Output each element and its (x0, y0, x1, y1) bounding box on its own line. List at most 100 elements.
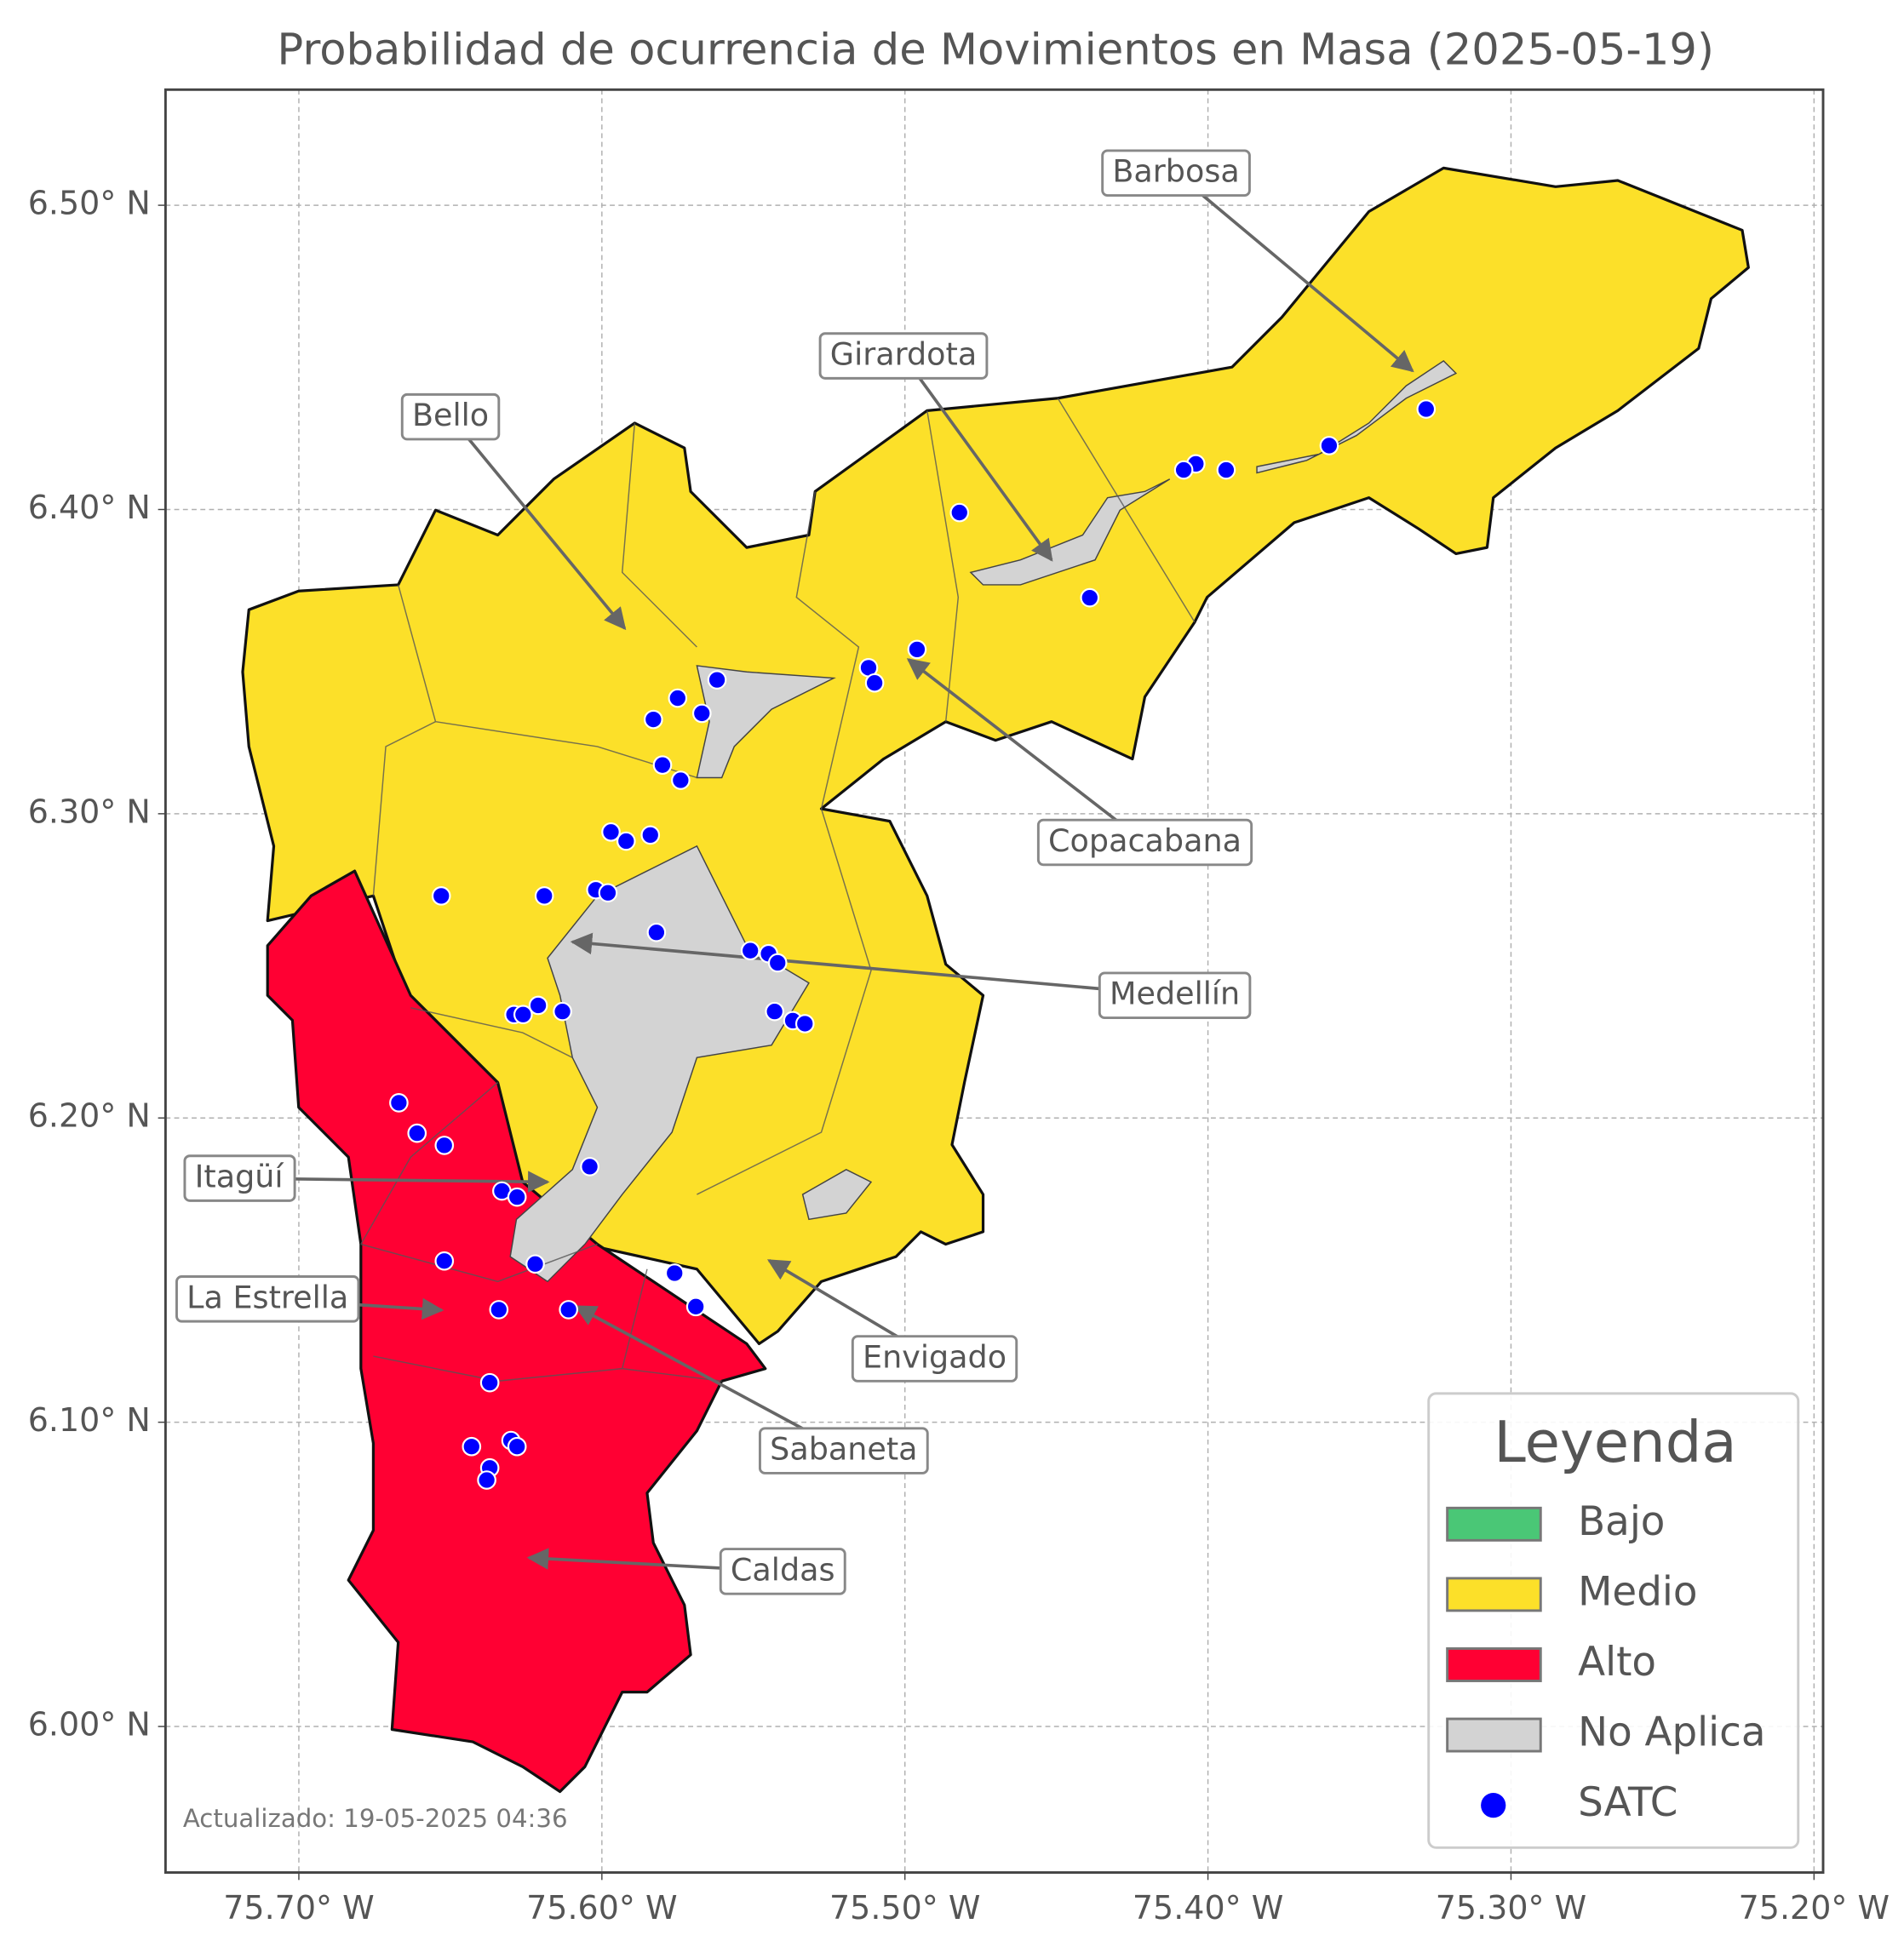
x-tick-label: 75.20° W (1739, 1889, 1890, 1927)
annotation-label: Envigado (863, 1338, 1006, 1375)
annotation-arrow (906, 658, 1146, 844)
satc-point (707, 670, 727, 690)
y-tick-label: 6.40° N (28, 489, 151, 526)
annotation-box (1098, 971, 1252, 1019)
legend-label: Bajo (1578, 1499, 1665, 1545)
annotation-box (818, 332, 989, 380)
annotation-box (851, 1335, 1018, 1383)
annotation-label: Bello (412, 397, 489, 433)
annotation-arrow (570, 932, 1175, 998)
satc-point (671, 770, 691, 790)
satc-point (616, 831, 636, 851)
satc-point (765, 1001, 785, 1022)
satc-point (1080, 587, 1100, 608)
satc-point (525, 1254, 545, 1274)
annotation-arrow (902, 354, 1053, 562)
legend-title: Leyenda (1494, 1409, 1736, 1475)
satc-point (553, 1001, 572, 1022)
satc-point (668, 688, 688, 708)
legend-label: No Aplica (1578, 1710, 1765, 1756)
x-tick-label: 75.40° W (1133, 1889, 1283, 1927)
legend-swatch (1446, 1506, 1542, 1542)
satc-point (652, 755, 673, 776)
y-tick-label: 6.00° N (28, 1706, 151, 1743)
annotation-label: Girardota (830, 336, 977, 373)
legend-label: Alto (1578, 1640, 1656, 1686)
satc-point (513, 1005, 533, 1025)
annotation-label: Sabaneta (770, 1431, 917, 1468)
axes: 75.70° W 75.60° W 75.50° W 75.40° W 75.30° W… (28, 185, 1890, 1927)
satc-point (1216, 460, 1236, 480)
annotation-box (758, 1427, 929, 1474)
annotation-box (400, 392, 501, 441)
satc-point (489, 1300, 509, 1320)
annotation-arrow (449, 415, 627, 631)
satc-point (1319, 436, 1339, 455)
annotation-box (175, 1275, 360, 1323)
satc-point (528, 995, 548, 1016)
satc-point (434, 1251, 455, 1271)
annotation-box (719, 1548, 846, 1595)
satc-point (767, 953, 788, 973)
satc-point (479, 1372, 500, 1393)
annotation-arrow (574, 1304, 845, 1452)
annotation-box (183, 1154, 296, 1202)
annotation-label: Itagüí (195, 1159, 285, 1195)
satc-point (644, 709, 663, 730)
x-tick-label: 75.70° W (223, 1889, 374, 1927)
satc-point (640, 825, 661, 845)
map-title: Probabilidad de ocurrencia de Movimiento… (277, 25, 1714, 75)
satc-point (1416, 399, 1437, 419)
annotation-box (1036, 818, 1253, 867)
satc-point (434, 1136, 455, 1155)
satc-point (864, 673, 885, 693)
annotation-label: Medellín (1110, 976, 1240, 1012)
satc-point (794, 1014, 815, 1033)
legend-label: Medio (1578, 1569, 1697, 1615)
legend-swatch (1446, 1717, 1542, 1753)
annotation-label: Caldas (731, 1551, 835, 1588)
satc-point (534, 886, 554, 906)
satc-point (646, 922, 667, 942)
satc-point (685, 1297, 706, 1317)
legend-swatch (1446, 1577, 1542, 1612)
legend-marker (1481, 1793, 1506, 1818)
y-tick-label: 6.20° N (28, 1097, 151, 1135)
x-tick-label: 75.60° W (526, 1889, 677, 1927)
region-no-aplica (801, 1169, 873, 1221)
boundary (360, 398, 1196, 1383)
satc-point (907, 639, 927, 660)
annotation-label: La Estrella (186, 1279, 348, 1315)
footer: Actualizado: 19-05-2025 04:36 (183, 1804, 568, 1833)
satc-point (601, 822, 621, 842)
satc-point (431, 886, 451, 906)
satc-point (580, 1157, 599, 1177)
satc-point (462, 1436, 482, 1457)
legend-label: SATC (1578, 1780, 1677, 1826)
plot-frame (163, 88, 1825, 1875)
annotations: Barbosa Girardota Bello Copacabana Medellín I… (175, 149, 1414, 1595)
region-no-aplica (696, 665, 836, 779)
annotation-box (1101, 149, 1251, 197)
satc-point (598, 883, 618, 903)
satc-point (1173, 460, 1194, 480)
legend: Leyenda Bajo Medio Alto No Aplica SATC (1427, 1392, 1800, 1849)
satc-point (407, 1123, 427, 1143)
satc-point (507, 1436, 527, 1457)
legend-swatch (1446, 1647, 1542, 1682)
satc-point (507, 1187, 527, 1207)
satc-point (477, 1470, 496, 1490)
region-no-aplica (1256, 359, 1458, 474)
y-tick-label: 6.50° N (28, 185, 151, 222)
x-tick-label: 75.30° W (1436, 1889, 1586, 1927)
x-tick-label: 75.50° W (829, 1889, 980, 1927)
satc-point (664, 1263, 685, 1283)
satc-points (389, 399, 1437, 1490)
y-tick-label: 6.10° N (28, 1401, 151, 1439)
satc-point (740, 941, 760, 961)
region-no-aplica (969, 478, 1171, 586)
annotation-label: Barbosa (1112, 153, 1239, 190)
satc-point (559, 1300, 579, 1320)
annotation-label: Copacabana (1048, 822, 1242, 859)
